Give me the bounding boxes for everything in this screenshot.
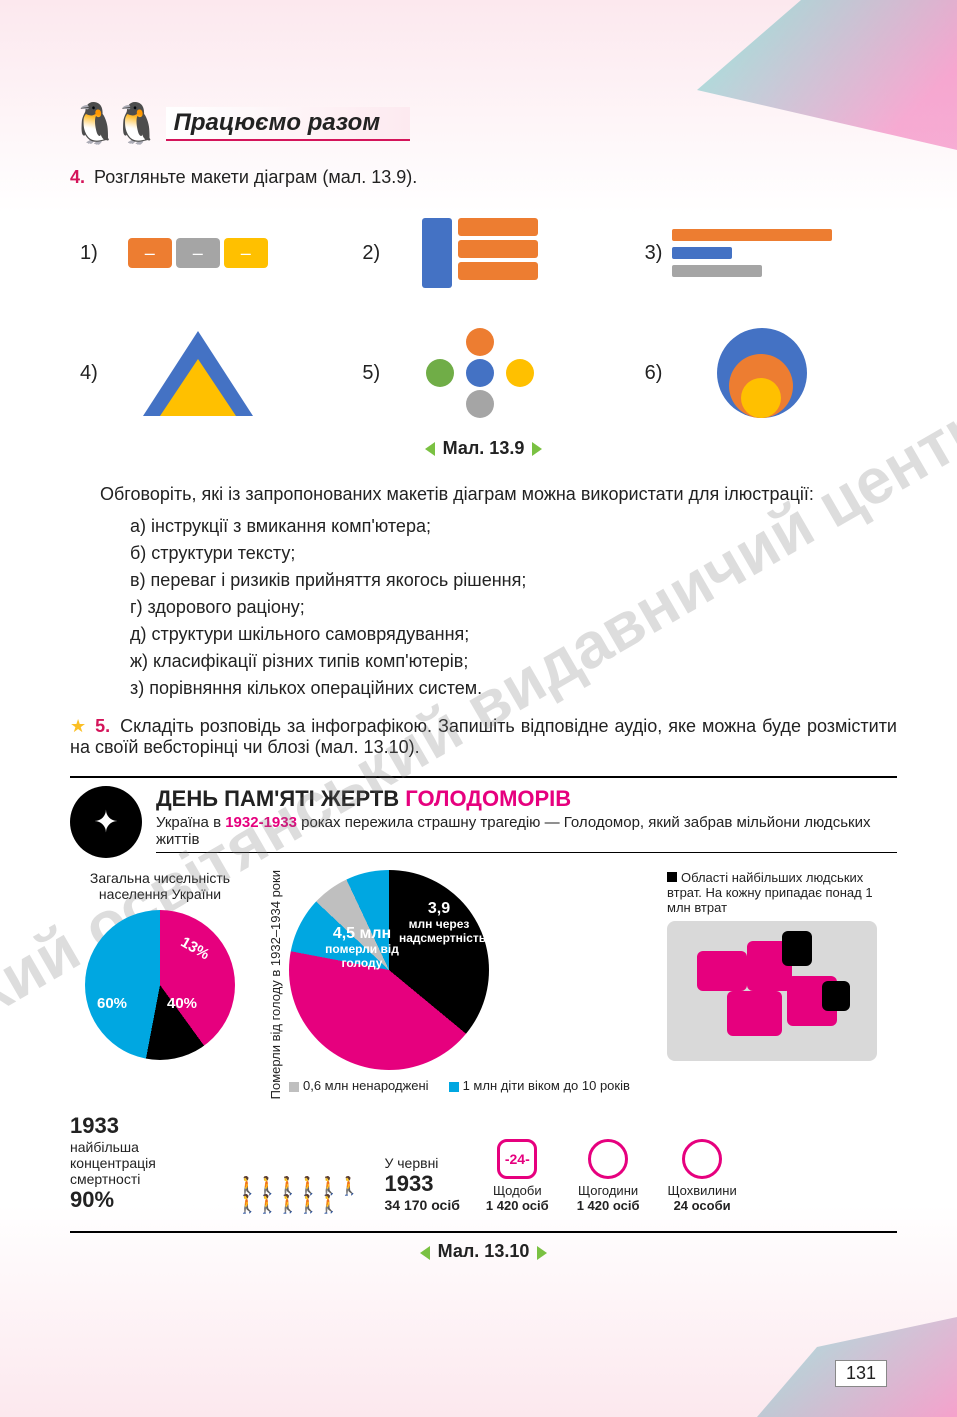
diagram-grid: 1) ––– 2) 3) 4) 5) (80, 208, 887, 418)
stat-hourly: Щогодини 1 420 осіб (577, 1139, 640, 1213)
clock-value: 24 особи (667, 1198, 736, 1213)
deaths-column: Померли від голоду в 1932–1934 роки 4,5 … (268, 870, 649, 1099)
diag-label: 3) (645, 242, 663, 265)
diag-label: 4) (80, 362, 98, 385)
clock-value: 1 420 осіб (486, 1198, 549, 1213)
people-icon: 🚶🚶🚶🚶🚶🚶🚶🚶🚶🚶🚶 (236, 1177, 358, 1213)
sphere-diagram-icon (707, 328, 817, 418)
diag-label: 2) (362, 242, 380, 265)
stat-1933: 1933 найбільша концентрація смертності 9… (70, 1113, 210, 1213)
stat-year: 1933 (384, 1171, 459, 1197)
task-number: 5. (95, 716, 110, 736)
section-title: Працюємо разом (166, 107, 410, 141)
diagram-3: 3) (645, 208, 887, 298)
map-note: Області найбільших людських втрат. На ко… (667, 870, 897, 915)
legend-item: 1 млн діти віком до 10 років (449, 1078, 630, 1093)
list-item: в) переваг і ризиків прийняття якогось р… (130, 567, 897, 594)
sub-years: 1932-1933 (225, 814, 297, 831)
penguin-icon: 🐧🐧 (70, 100, 154, 147)
pie-loss: 13% (178, 934, 213, 964)
list-item: ж) класифікації різних типів комп'ютерів… (130, 648, 897, 675)
discuss-list: а) інструкції з вмикання комп'ютера; б) … (130, 513, 897, 702)
task-text: Розгляньте макети діаграм (мал. 13.9). (94, 167, 417, 187)
list-item: г) здорового раціону; (130, 594, 897, 621)
stat-daily: -24- Щодоби 1 420 осіб (486, 1139, 549, 1213)
clock-icon (588, 1139, 628, 1179)
memorial-icon: ✦ (70, 786, 142, 858)
infographic-title: ДЕНЬ ПАМ'ЯТІ ЖЕРТВ ГОЛОДОМОРІВ (156, 786, 897, 812)
stat-label: У червні (384, 1155, 459, 1171)
title-highlight: ГОЛОДОМОРІВ (405, 786, 571, 811)
list-item: а) інструкції з вмикання комп'ютера; (130, 513, 897, 540)
sub-a: Україна в (156, 814, 225, 831)
population-column: Загальна чисельність населення України 6… (70, 870, 250, 1060)
diagram-1: 1) ––– (80, 208, 322, 298)
population-pie: 60% 40% 13% (85, 910, 235, 1060)
clock-label: Щодоби (486, 1183, 549, 1198)
pyramid-diagram-icon (143, 331, 253, 416)
task-5: ★ 5. Складіть розповідь за інфографікою.… (70, 716, 897, 758)
bar-diagram-icon (672, 229, 852, 277)
stat-figures: 🚶🚶🚶🚶🚶🚶🚶🚶🚶🚶🚶 (236, 1177, 358, 1213)
diagram-2: 2) (362, 208, 604, 298)
diag-label: 1) (80, 242, 98, 265)
hierarchy-diagram-icon (422, 218, 538, 288)
list-item: з) порівняння кількох операційних систем… (130, 675, 897, 702)
population-label: Загальна чисельність населення України (70, 870, 250, 902)
infographic: ✦ ДЕНЬ ПАМ'ЯТІ ЖЕРТВ ГОЛОДОМОРІВ Україна… (70, 776, 897, 1233)
diagram-5: 5) (362, 328, 604, 418)
stat-year: 1933 (70, 1113, 210, 1139)
stat-value: 90% (70, 1187, 210, 1213)
task-4: 4. Розгляньте макети діаграм (мал. 13.9)… (70, 167, 897, 188)
legend-item: 0,6 млн ненароджені (289, 1078, 429, 1093)
title-part: ДЕНЬ ПАМ'ЯТІ ЖЕРТВ (156, 786, 405, 811)
diag-label: 6) (645, 362, 663, 385)
infographic-middle: Загальна чисельність населення України 6… (70, 870, 897, 1099)
stat-value: 34 170 осіб (384, 1197, 459, 1213)
clock-row: -24- Щодоби 1 420 осіб Щогодини 1 420 ос… (486, 1139, 737, 1213)
legend-text: 0,6 млн ненароджені (303, 1078, 429, 1093)
diagram-6: 6) (645, 328, 887, 418)
infographic-bottom: 1933 найбільша концентрація смертності 9… (70, 1113, 897, 1213)
note-text: Області найбільших людських втрат. На ко… (667, 870, 873, 915)
diagram-4: 4) (80, 328, 322, 418)
stat-label: найбільша концентрація смертності (70, 1139, 210, 1187)
page-number: 131 (835, 1360, 887, 1387)
vertical-label: Померли від голоду в 1932–1934 роки (268, 870, 283, 1099)
pie-female: 40% (167, 995, 197, 1012)
seg1-text: померли від голоду (325, 942, 399, 970)
list-diagram-icon: ––– (128, 238, 268, 268)
infographic-header: ✦ ДЕНЬ ПАМ'ЯТІ ЖЕРТВ ГОЛОДОМОРІВ Україна… (70, 786, 897, 858)
figure-caption-13-10: Мал. 13.10 (70, 1241, 897, 1262)
task-text: Складіть розповідь за інфографікою. Запи… (70, 716, 897, 757)
clock-label: Щохвилини (667, 1183, 736, 1198)
star-icon: ★ (70, 716, 87, 736)
seg2-text: млн через надсмертність (399, 917, 486, 945)
task-number: 4. (70, 167, 85, 187)
badge-icon: -24- (497, 1139, 537, 1179)
list-item: д) структури шкільного самоврядування; (130, 621, 897, 648)
radial-diagram-icon (420, 328, 540, 418)
pie-male: 60% (97, 995, 127, 1012)
figure-caption-13-9: Мал. 13.9 (70, 438, 897, 459)
clock-value: 1 420 осіб (577, 1198, 640, 1213)
list-item: б) структури тексту; (130, 540, 897, 567)
discuss-intro: Обговоріть, які із запропонованих макеті… (100, 481, 897, 507)
seg2-value: 3,9 (428, 900, 450, 917)
stat-minute: Щохвилини 24 особи (667, 1139, 736, 1213)
clock-icon (682, 1139, 722, 1179)
seg1-value: 4,5 млн (333, 925, 391, 942)
diag-label: 5) (362, 362, 380, 385)
map-column: Області найбільших людських втрат. На ко… (667, 870, 897, 1061)
deaths-pie: 4,5 млн померли від голоду 3,9 млн через… (289, 870, 489, 1070)
ukraine-map (667, 921, 877, 1061)
clock-label: Щогодини (577, 1183, 640, 1198)
stat-june: У червні 1933 34 170 осіб (384, 1155, 459, 1213)
infographic-subtitle: Україна в 1932-1933 роках пережила страш… (156, 814, 897, 853)
pie-legend: 0,6 млн ненароджені 1 млн діти віком до … (289, 1078, 630, 1093)
page-content: 🐧🐧 Працюємо разом 4. Розгляньте макети д… (0, 0, 957, 1314)
legend-text: 1 млн діти віком до 10 років (463, 1078, 630, 1093)
